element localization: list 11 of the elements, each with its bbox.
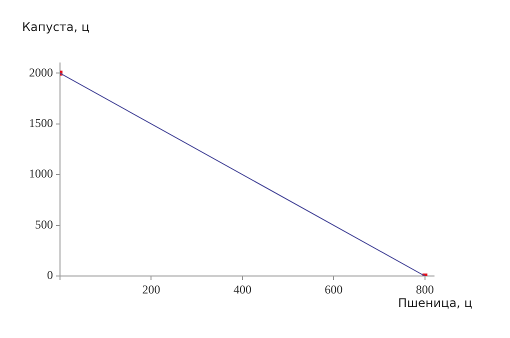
y-tick-label: 1000 — [29, 166, 53, 181]
y-tick-label: 2000 — [29, 65, 53, 80]
x-tick-label: 200 — [142, 282, 160, 296]
y-tick-label: 0 — [47, 268, 53, 282]
x-axis-title: Пшеница, ц — [398, 296, 472, 310]
x-tick-label: 600 — [324, 282, 343, 296]
y-tick-label: 1500 — [29, 116, 53, 130]
x-tick-label: 400 — [233, 282, 252, 296]
x-tick-label: 800 — [416, 282, 434, 296]
y-axis-title: Капуста, ц — [22, 20, 90, 34]
y-tick-label: 500 — [35, 217, 53, 232]
